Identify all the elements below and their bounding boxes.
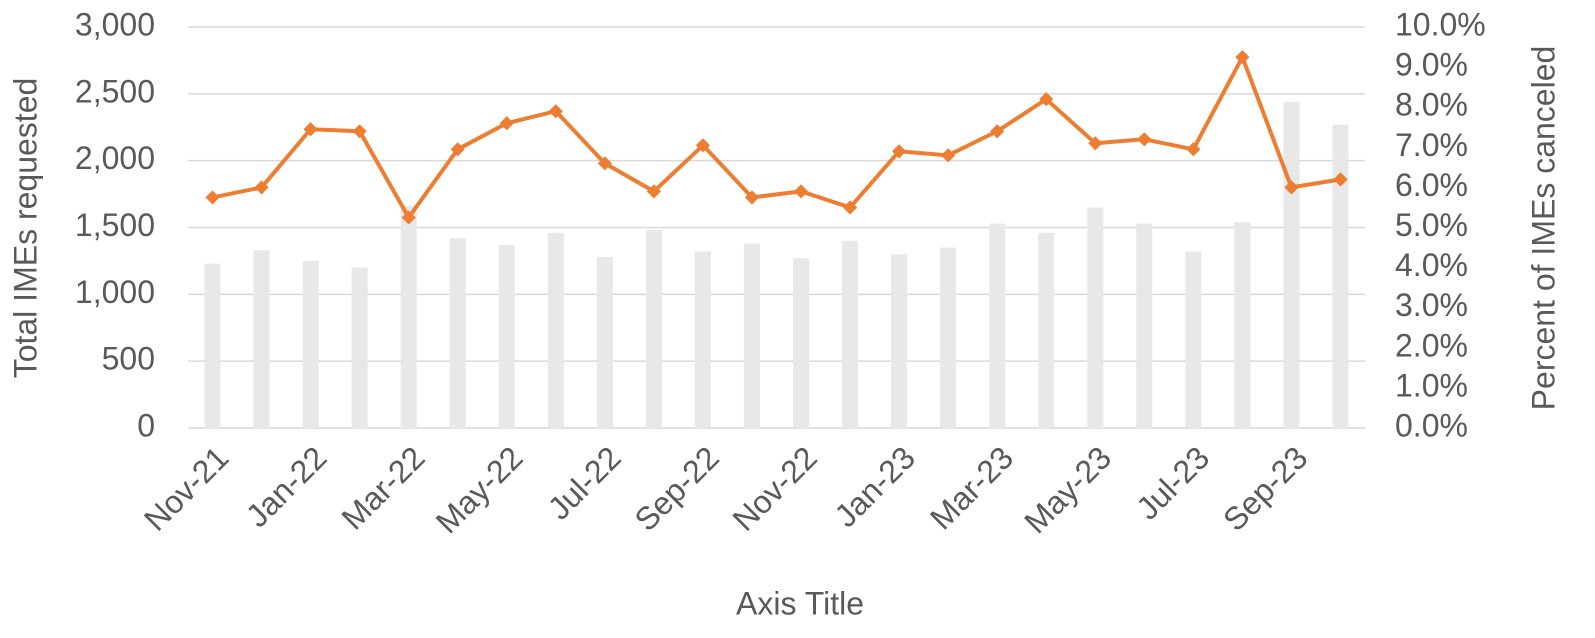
y-tick-label: 2,500 bbox=[75, 73, 155, 109]
y2-tick-label: 7.0% bbox=[1395, 127, 1468, 163]
marker bbox=[1039, 92, 1054, 107]
y-tick-label: 1,000 bbox=[75, 274, 155, 310]
marker bbox=[1186, 142, 1201, 157]
y2-tick-label: 2.0% bbox=[1395, 327, 1468, 363]
bar bbox=[694, 251, 711, 428]
marker bbox=[1235, 50, 1250, 65]
marker bbox=[842, 200, 858, 215]
bar bbox=[842, 240, 859, 428]
marker bbox=[1284, 180, 1299, 195]
bar bbox=[449, 238, 466, 428]
marker bbox=[941, 148, 956, 163]
bar bbox=[1087, 207, 1104, 428]
x-tick-label: Sep-22 bbox=[627, 439, 725, 537]
marker bbox=[793, 184, 809, 199]
y2-tick-label: 9.0% bbox=[1395, 47, 1468, 83]
bar bbox=[1038, 232, 1055, 428]
x-axis-title: Axis Title bbox=[736, 585, 864, 621]
bar bbox=[1283, 101, 1300, 428]
x-tick-label: May-22 bbox=[429, 439, 530, 540]
x-tick-label: Mar-23 bbox=[923, 439, 1020, 536]
y2-tick-label: 10.0% bbox=[1395, 6, 1486, 42]
bar bbox=[253, 250, 270, 428]
bar bbox=[1234, 222, 1251, 428]
x-tick-label: Sep-23 bbox=[1216, 439, 1314, 537]
bar bbox=[989, 223, 1006, 428]
marker bbox=[450, 142, 465, 157]
y2-tick-label: 5.0% bbox=[1395, 207, 1468, 243]
marker bbox=[892, 144, 907, 159]
x-tick-label: Jul-22 bbox=[541, 439, 628, 526]
bar bbox=[547, 232, 564, 428]
bar bbox=[400, 206, 417, 428]
bar bbox=[940, 247, 957, 428]
y2-tick-label: 1.0% bbox=[1395, 367, 1468, 403]
y-tick-label: 0 bbox=[137, 407, 155, 443]
marker bbox=[401, 210, 416, 225]
bar bbox=[793, 258, 810, 428]
bar bbox=[645, 230, 662, 428]
marker bbox=[352, 124, 367, 139]
marker bbox=[597, 156, 612, 171]
y2-tick-label: 4.0% bbox=[1395, 247, 1468, 283]
marker bbox=[548, 104, 563, 119]
marker bbox=[990, 124, 1005, 139]
y-axis-title: Total IMEs requested bbox=[7, 78, 43, 379]
x-tick-label: Jul-23 bbox=[1129, 439, 1216, 526]
y2-tick-label: 3.0% bbox=[1395, 287, 1468, 323]
line bbox=[212, 55, 1341, 220]
bar bbox=[204, 263, 221, 428]
bar bbox=[743, 243, 760, 428]
y-tick-label: 500 bbox=[102, 341, 155, 377]
bar bbox=[351, 267, 368, 428]
x-tick-label: May-23 bbox=[1017, 439, 1118, 540]
bar bbox=[1185, 251, 1202, 428]
marker bbox=[205, 190, 220, 205]
bar bbox=[596, 256, 613, 428]
x-tick-label: Jan-22 bbox=[239, 439, 334, 534]
y2-tick-label: 0.0% bbox=[1395, 407, 1468, 443]
y2-tick-label: 8.0% bbox=[1395, 87, 1468, 123]
y-tick-label: 3,000 bbox=[75, 6, 155, 42]
y2-axis-title: Percent of IMEs canceled bbox=[1525, 46, 1561, 411]
y2-tick-label: 6.0% bbox=[1395, 167, 1468, 203]
bar bbox=[302, 260, 319, 428]
bar bbox=[1332, 124, 1349, 429]
marker bbox=[1333, 172, 1348, 187]
marker bbox=[1137, 132, 1152, 147]
bar bbox=[498, 244, 515, 428]
bar bbox=[1136, 223, 1153, 428]
marker bbox=[695, 138, 711, 153]
y-tick-label: 2,000 bbox=[75, 140, 155, 176]
marker bbox=[744, 190, 760, 205]
marker bbox=[646, 184, 661, 199]
y-tick-label: 1,500 bbox=[75, 207, 155, 243]
bar bbox=[891, 254, 908, 428]
x-tick-label: Nov-21 bbox=[137, 439, 235, 537]
marker bbox=[254, 180, 269, 195]
x-tick-label: Jan-23 bbox=[827, 439, 922, 534]
x-tick-label: Nov-22 bbox=[726, 439, 824, 537]
marker bbox=[1088, 136, 1103, 151]
x-tick-label: Mar-22 bbox=[334, 439, 431, 536]
marker bbox=[499, 116, 514, 131]
